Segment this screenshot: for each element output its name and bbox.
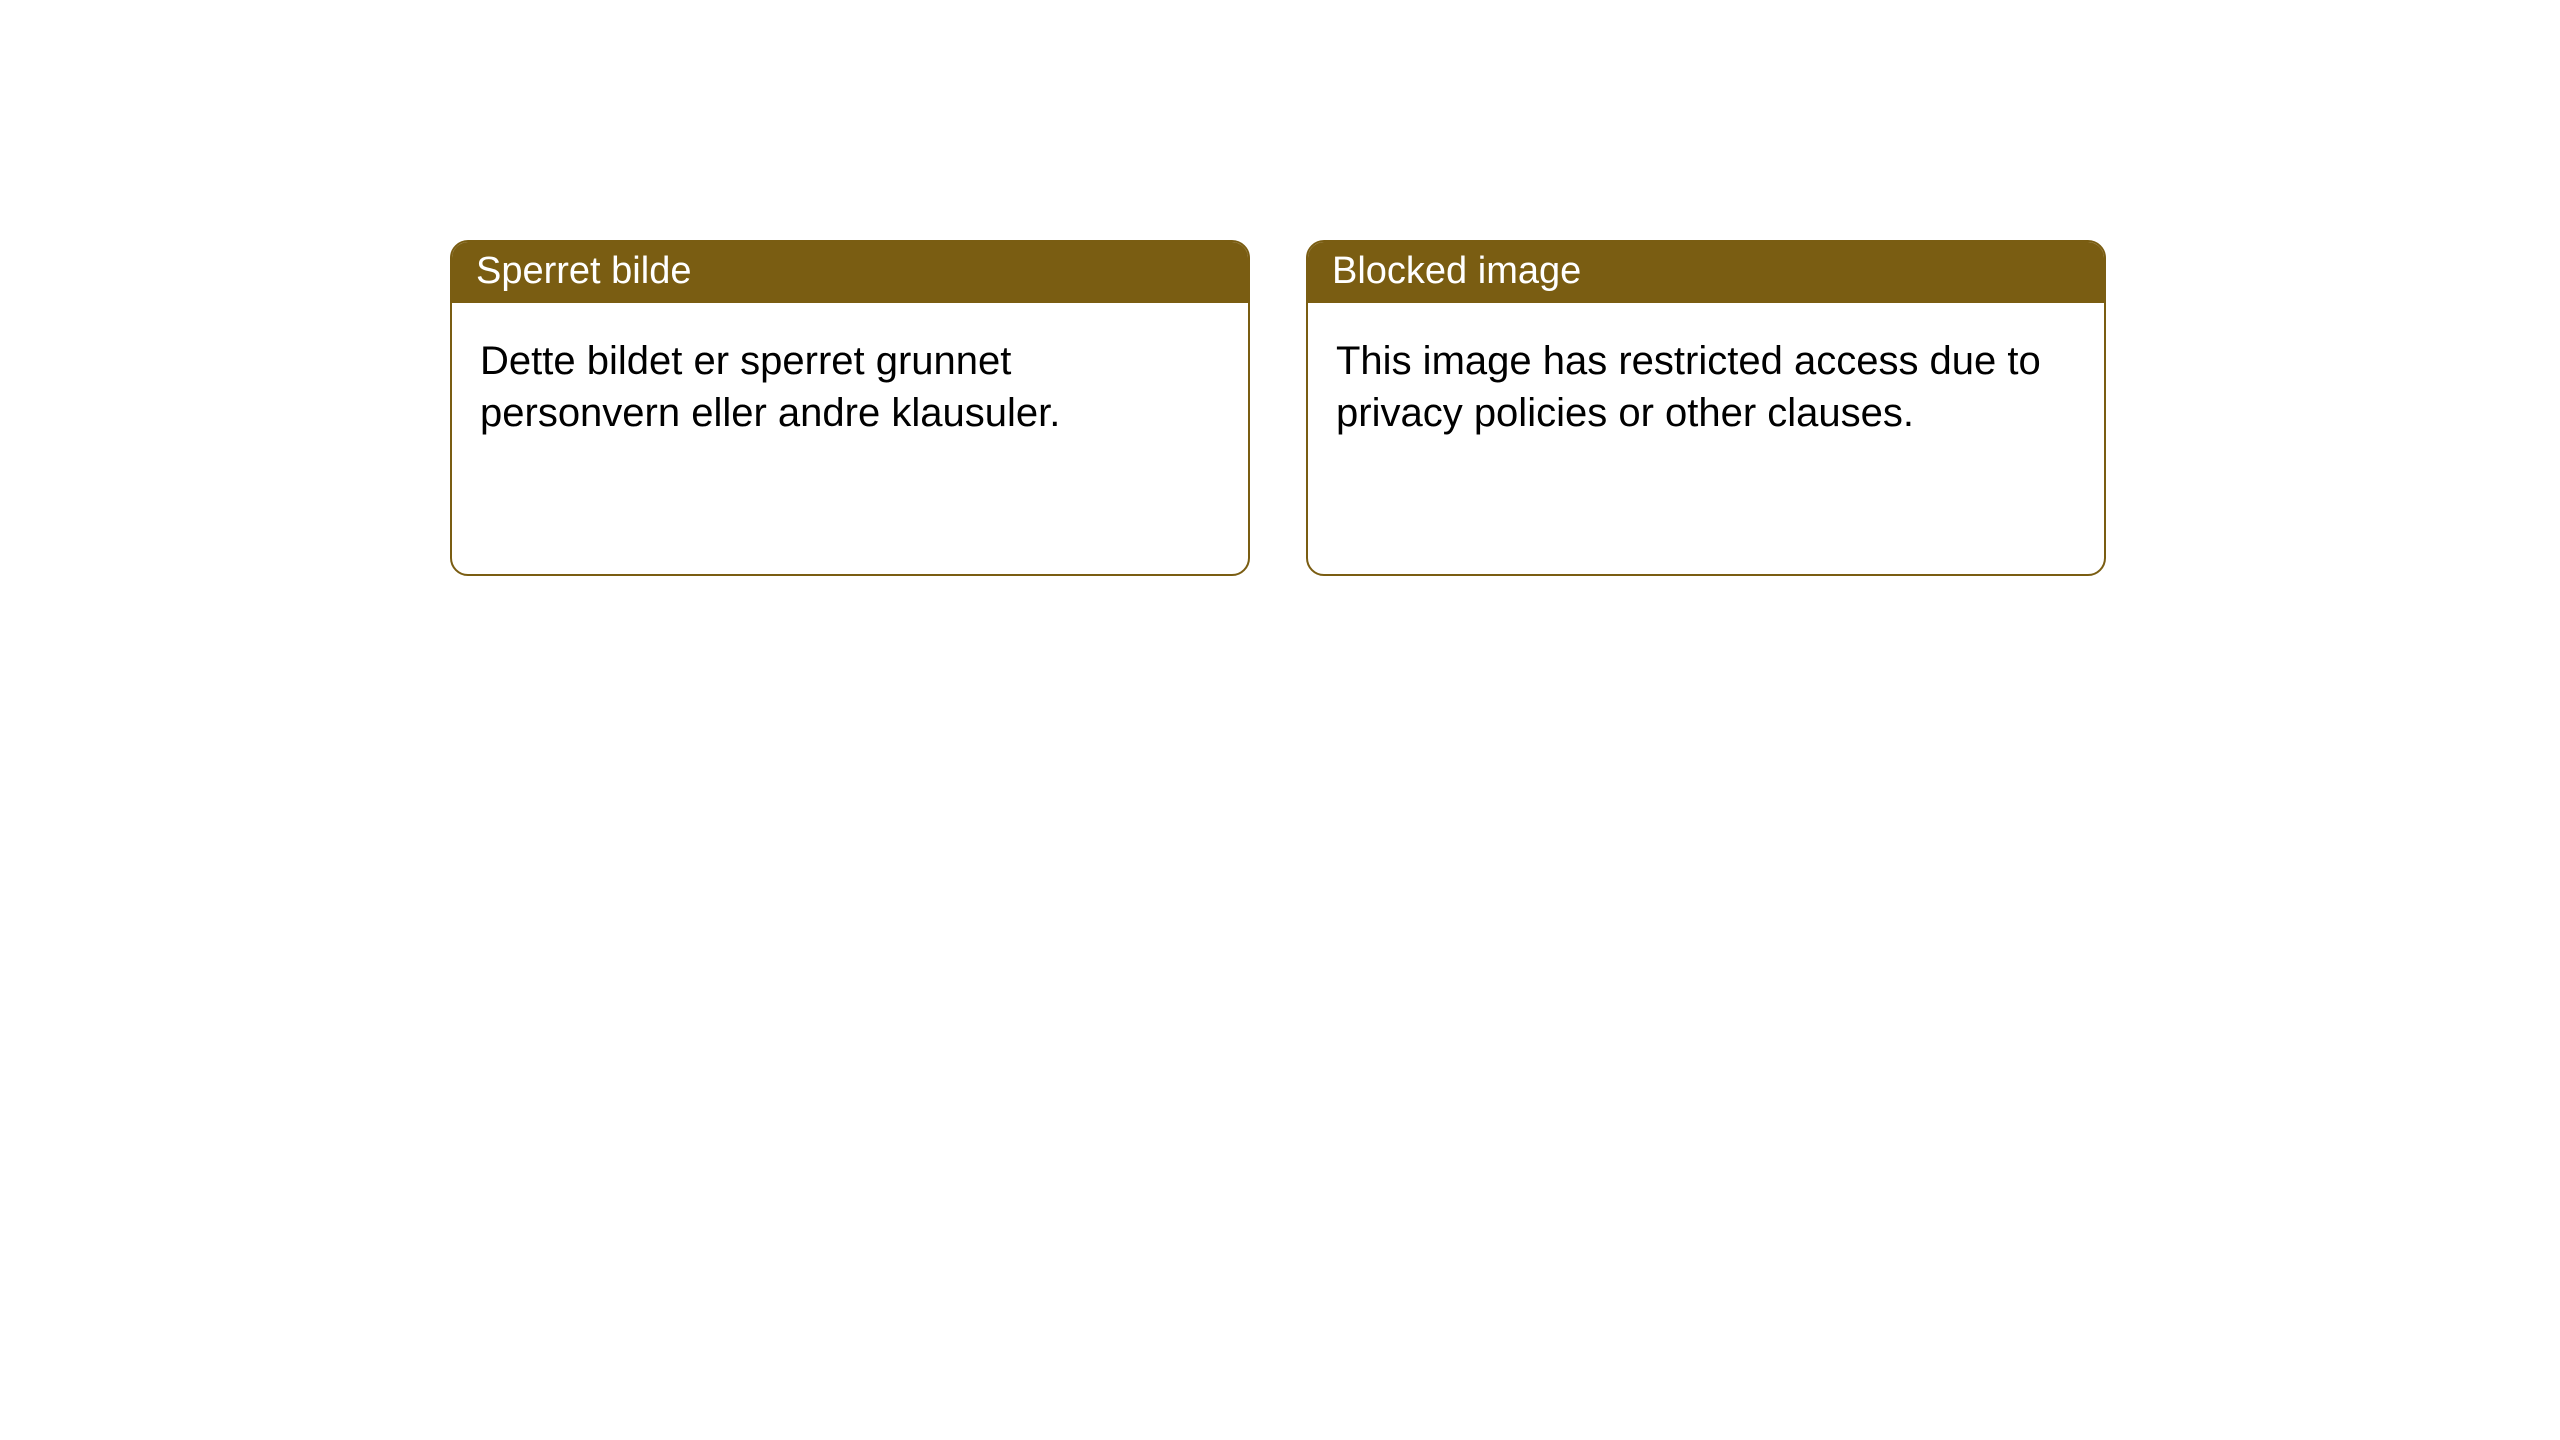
notice-card-header: Blocked image xyxy=(1308,242,2104,303)
notice-card-body: Dette bildet er sperret grunnet personve… xyxy=(452,303,1248,471)
notice-card-body: This image has restricted access due to … xyxy=(1308,303,2104,471)
notice-card-norwegian: Sperret bilde Dette bildet er sperret gr… xyxy=(450,240,1250,576)
notice-card-header: Sperret bilde xyxy=(452,242,1248,303)
notice-card-english: Blocked image This image has restricted … xyxy=(1306,240,2106,576)
notice-cards-container: Sperret bilde Dette bildet er sperret gr… xyxy=(450,240,2560,576)
